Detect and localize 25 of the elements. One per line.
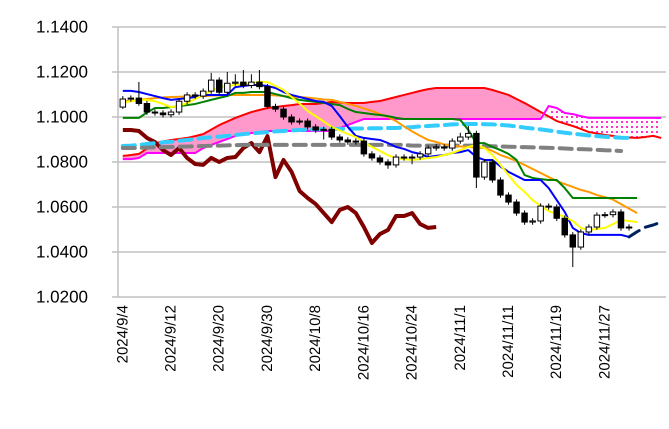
x-tick-label: 2024/11/27 <box>596 305 614 379</box>
y-tick-label: 1.1000 <box>36 108 88 126</box>
y-tick-label: 1.0200 <box>36 288 88 306</box>
candlestick <box>618 208 624 232</box>
y-tick-label: 1.1200 <box>36 62 88 82</box>
x-tick-label: 2024/9/30 <box>258 305 276 372</box>
x-tick-label: 2024/10/24 <box>404 305 421 380</box>
x-tick-label: 2024/9/4 <box>114 305 132 364</box>
y-tick-label: 1.0800 <box>36 152 88 172</box>
line-series <box>122 86 662 157</box>
x-tick-label: 2024/9/12 <box>162 305 180 372</box>
candlestick <box>384 158 392 170</box>
x-tick-label: 2024/11/19 <box>548 305 566 379</box>
line-series <box>120 128 438 245</box>
candlestick <box>505 192 512 206</box>
x-tick-label: 2024/10/8 <box>307 305 324 372</box>
y-tick-label: 1.1400 <box>36 18 88 36</box>
x-tick-label: 2024/10/16 <box>355 305 372 380</box>
candlestick <box>392 154 400 168</box>
x-tick-label: 2024/11/1 <box>452 305 469 371</box>
y-tick-label: 1.0400 <box>36 242 88 262</box>
y-tick-label: 1.0600 <box>36 198 88 216</box>
x-tick-label: 2024/9/20 <box>210 305 228 372</box>
x-tick-label: 2024/11/11 <box>500 305 518 378</box>
line-series <box>120 122 632 148</box>
